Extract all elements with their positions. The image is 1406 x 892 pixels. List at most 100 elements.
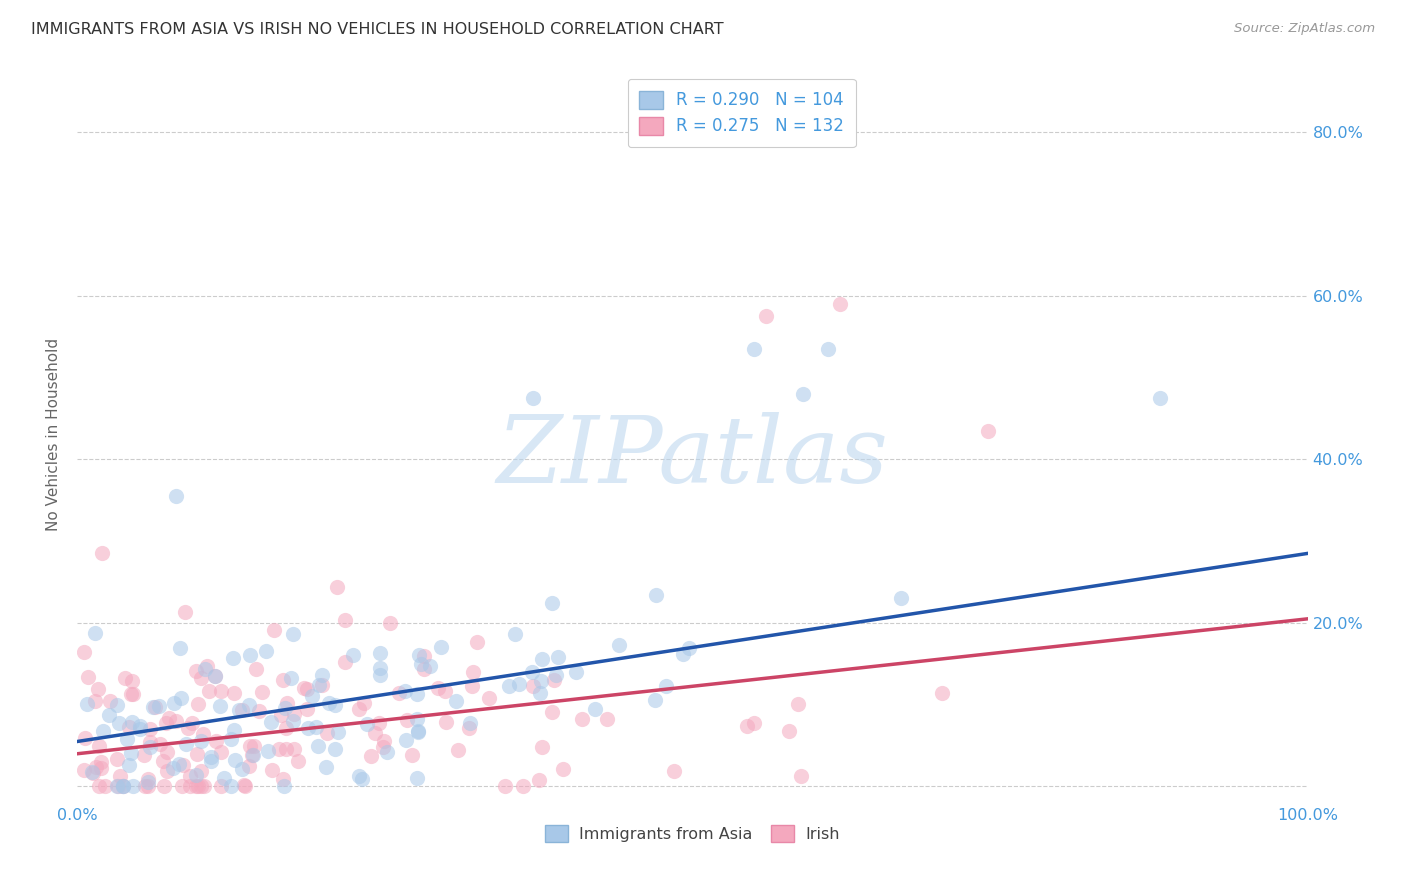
Point	[84, 760, 107, 774]
Point	[295, 702, 318, 716]
Point	[270, 707, 292, 722]
Point	[247, 704, 270, 718]
Point	[541, 705, 564, 719]
Point	[129, 723, 152, 737]
Point	[458, 716, 481, 731]
Point	[571, 712, 593, 726]
Point	[191, 727, 214, 741]
Point	[531, 740, 554, 755]
Point	[280, 671, 302, 685]
Point	[463, 665, 485, 679]
Point	[155, 715, 177, 730]
Point	[239, 648, 262, 662]
Point	[371, 739, 394, 754]
Point	[405, 687, 427, 701]
Point	[209, 684, 232, 698]
Point	[890, 591, 912, 605]
Point	[122, 687, 145, 701]
Point	[97, 708, 120, 723]
Point	[271, 673, 294, 687]
Point	[458, 721, 481, 735]
Point	[187, 698, 209, 712]
Point	[84, 626, 107, 640]
Point	[187, 780, 209, 794]
Point	[204, 669, 226, 683]
Point	[134, 748, 156, 763]
Point	[350, 772, 373, 786]
Point	[136, 772, 159, 786]
Point	[678, 641, 700, 656]
Point	[107, 780, 129, 794]
Point	[153, 780, 176, 794]
Point	[205, 734, 228, 748]
Point	[209, 745, 232, 759]
Point	[142, 699, 165, 714]
Point	[412, 662, 434, 676]
Point	[529, 772, 551, 787]
Point	[318, 696, 340, 710]
Point	[260, 714, 283, 729]
Point	[830, 297, 852, 311]
Point	[426, 681, 449, 695]
Point	[792, 387, 814, 401]
Point	[143, 700, 166, 714]
Point	[159, 711, 181, 725]
Point	[406, 724, 429, 739]
Point	[100, 694, 122, 708]
Point	[91, 723, 114, 738]
Point	[89, 780, 111, 794]
Point	[179, 780, 201, 794]
Point	[786, 697, 808, 711]
Point	[73, 645, 96, 659]
Point	[477, 690, 499, 705]
Point	[174, 605, 197, 619]
Point	[447, 743, 470, 757]
Point	[520, 665, 543, 680]
Point	[257, 744, 280, 758]
Point	[356, 716, 378, 731]
Point	[184, 768, 207, 782]
Point	[433, 684, 456, 698]
Point	[73, 763, 96, 777]
Point	[115, 731, 138, 746]
Point	[179, 769, 201, 783]
Point	[596, 712, 619, 726]
Point	[221, 780, 243, 794]
Point	[238, 698, 260, 712]
Point	[644, 692, 666, 706]
Point	[121, 714, 143, 729]
Point	[977, 424, 1000, 438]
Point	[335, 655, 357, 669]
Point	[90, 546, 114, 560]
Point	[224, 753, 246, 767]
Point	[541, 596, 564, 610]
Point	[208, 698, 231, 713]
Point	[190, 672, 212, 686]
Point	[242, 747, 264, 762]
Point	[162, 761, 184, 775]
Point	[165, 489, 187, 503]
Point	[347, 702, 370, 716]
Point	[755, 310, 778, 324]
Point	[212, 772, 235, 786]
Point	[409, 657, 432, 671]
Point	[419, 658, 441, 673]
Point	[90, 756, 112, 770]
Point	[1149, 391, 1171, 405]
Point	[267, 741, 290, 756]
Point	[412, 648, 434, 663]
Point	[180, 716, 202, 731]
Point	[522, 391, 544, 405]
Point	[190, 734, 212, 748]
Point	[134, 780, 156, 794]
Point	[156, 745, 179, 759]
Point	[87, 739, 110, 753]
Point	[174, 737, 197, 751]
Point	[394, 684, 416, 698]
Point	[195, 659, 218, 673]
Point	[238, 759, 260, 773]
Point	[368, 660, 391, 674]
Point	[323, 742, 346, 756]
Point	[120, 746, 142, 760]
Point	[551, 762, 574, 776]
